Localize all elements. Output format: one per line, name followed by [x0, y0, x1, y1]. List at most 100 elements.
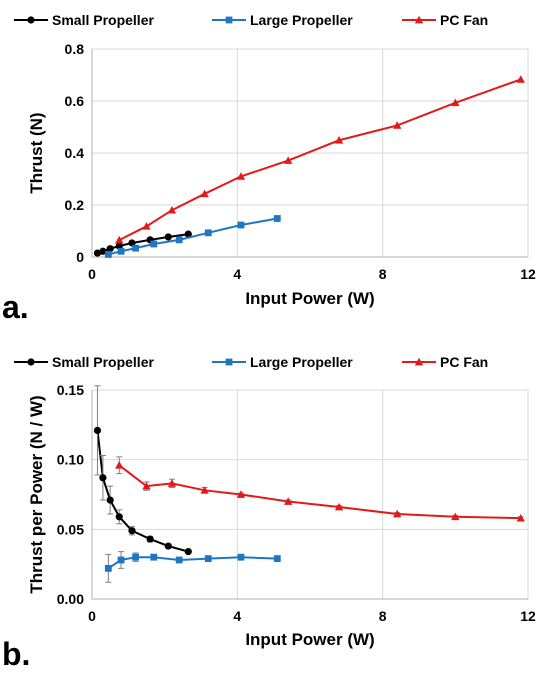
data-point [334, 136, 344, 144]
data-point [284, 497, 293, 505]
legend-marker [414, 15, 424, 24]
x-tick-label: 4 [233, 266, 241, 282]
data-point [175, 236, 183, 244]
data-point [128, 527, 136, 535]
data-point [200, 189, 209, 198]
data-point [104, 251, 112, 258]
legend-label: Small Propeller [52, 354, 154, 370]
legend-label: Small Propeller [52, 12, 154, 28]
legend-label: PC Fan [440, 12, 488, 28]
data-point [115, 461, 124, 469]
data-point [273, 555, 281, 562]
legend-marker [225, 16, 233, 24]
x-tick-label: 0 [88, 608, 96, 624]
data-point [150, 553, 158, 561]
data-point [393, 121, 402, 129]
legend-marker [225, 358, 233, 366]
data-point [164, 542, 172, 550]
legend-label: Large Propeller [250, 12, 353, 28]
panel-label: b. [2, 636, 30, 672]
legend: Small Propeller Large Propeller PC Fan [14, 354, 488, 370]
series-small-propeller [93, 385, 192, 556]
y-tick-label: 0.00 [57, 591, 84, 607]
data-point [142, 222, 151, 230]
chart-panel-b: 0.00 0.05 0.10 0.15 0 4 8 12 Input Power (W) Thru… [2, 354, 536, 672]
data-point [451, 98, 460, 107]
data-point [334, 502, 344, 511]
data-point [204, 555, 212, 562]
panel-label: a. [2, 289, 29, 325]
legend: Small Propeller Large Propeller PC Fan [14, 12, 488, 28]
series-pc-fan [115, 75, 525, 244]
series-small-propeller [93, 230, 192, 257]
data-point [237, 553, 245, 561]
chart-panel-a: 0 0.2 0.4 0.6 0.8 0 4 8 12 Input Power (W) Thrust … [2, 12, 536, 325]
data-point [146, 535, 154, 543]
legend-marker [27, 358, 35, 366]
plot-area [91, 389, 529, 600]
data-point [164, 233, 172, 241]
data-point [184, 548, 192, 556]
x-tick-label: 8 [379, 266, 387, 282]
data-point [93, 426, 102, 435]
data-point [204, 229, 212, 237]
data-point [132, 244, 139, 252]
data-point [99, 474, 107, 482]
data-point [516, 513, 525, 522]
x-tick-label: 12 [520, 608, 536, 624]
data-point [115, 513, 123, 521]
data-point [117, 247, 125, 255]
data-point [106, 245, 114, 253]
legend-marker [27, 16, 35, 24]
series-large-propeller [104, 551, 281, 583]
data-point [142, 481, 151, 490]
y-tick-label: 0.2 [65, 197, 85, 213]
data-point [115, 242, 123, 250]
y-tick-label: 0 [76, 249, 84, 265]
y-tick-label: 0.8 [65, 41, 85, 57]
legend-label: PC Fan [440, 354, 488, 370]
data-point [167, 479, 177, 487]
data-point [236, 172, 246, 180]
data-point [273, 215, 281, 222]
data-point [99, 247, 107, 255]
data-point [393, 509, 402, 518]
data-point [93, 249, 102, 257]
x-axis-title: Input Power (W) [245, 289, 374, 308]
data-point [237, 221, 245, 229]
x-tick-label: 4 [233, 608, 241, 624]
legend-marker [414, 357, 424, 366]
data-point [115, 235, 124, 244]
data-point [117, 556, 125, 564]
data-point [451, 512, 460, 521]
data-point [236, 490, 246, 498]
data-point [175, 556, 183, 564]
data-point [132, 553, 139, 561]
data-point [516, 75, 525, 83]
y-axis-title: Thrust (N) [27, 112, 46, 193]
data-point [167, 206, 177, 214]
x-tick-label: 12 [520, 266, 536, 282]
y-tick-label: 0.05 [57, 521, 84, 537]
series-pc-fan [115, 456, 525, 522]
data-point [200, 486, 209, 494]
y-tick-label: 0.6 [65, 93, 85, 109]
x-tick-label: 8 [379, 608, 387, 624]
x-tick-label: 0 [88, 266, 96, 282]
y-axis-title: Thrust per Power (N / W) [27, 395, 46, 593]
data-point [150, 240, 158, 248]
data-point [106, 496, 114, 504]
series-line [118, 464, 521, 520]
data-point [104, 564, 112, 572]
y-tick-label: 0.10 [57, 452, 84, 468]
data-point [284, 156, 293, 164]
y-tick-label: 0.4 [65, 145, 85, 161]
y-tick-label: 0.15 [57, 382, 84, 398]
series-line [118, 78, 522, 241]
legend-label: Large Propeller [250, 354, 353, 370]
data-point [184, 230, 192, 238]
series-large-propeller [104, 215, 281, 258]
series-line [96, 430, 189, 553]
x-axis-title: Input Power (W) [245, 630, 374, 649]
